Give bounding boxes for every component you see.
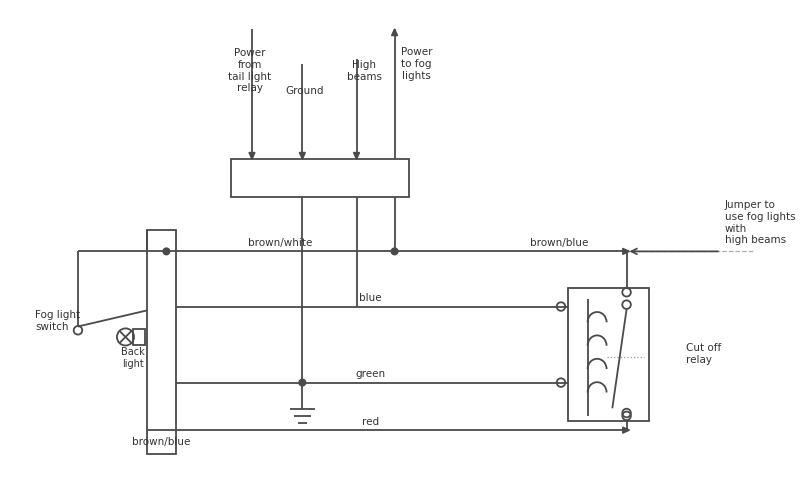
Bar [147, 230, 176, 454]
Text: Power
from
tail light
relay: Power from tail light relay [229, 48, 272, 93]
Polygon shape [622, 427, 630, 433]
Text: blue: blue [359, 293, 382, 303]
Polygon shape [354, 152, 359, 159]
Text: High
beams: High beams [346, 60, 382, 81]
Bar [231, 159, 409, 197]
Polygon shape [391, 29, 398, 35]
Bar [568, 287, 650, 421]
Text: red: red [362, 417, 379, 427]
Bar [133, 330, 146, 344]
Text: green: green [356, 369, 386, 379]
Text: Back
light: Back light [122, 347, 145, 369]
Circle shape [391, 248, 398, 255]
Polygon shape [622, 249, 630, 254]
Text: Jumper to
use fog lights
with
high beams: Jumper to use fog lights with high beams [725, 200, 795, 245]
Text: brown/blue: brown/blue [133, 437, 191, 447]
Text: Power
to fog
lights: Power to fog lights [401, 47, 432, 80]
Text: Cut off
relay: Cut off relay [686, 343, 722, 365]
Text: Ground: Ground [285, 86, 323, 96]
Polygon shape [249, 152, 255, 159]
Polygon shape [299, 152, 306, 159]
Text: Fog light
switch: Fog light switch [35, 310, 80, 331]
Text: brown/blue: brown/blue [530, 238, 588, 248]
Circle shape [299, 379, 306, 386]
Text: brown/white: brown/white [248, 238, 313, 248]
Circle shape [163, 248, 170, 255]
